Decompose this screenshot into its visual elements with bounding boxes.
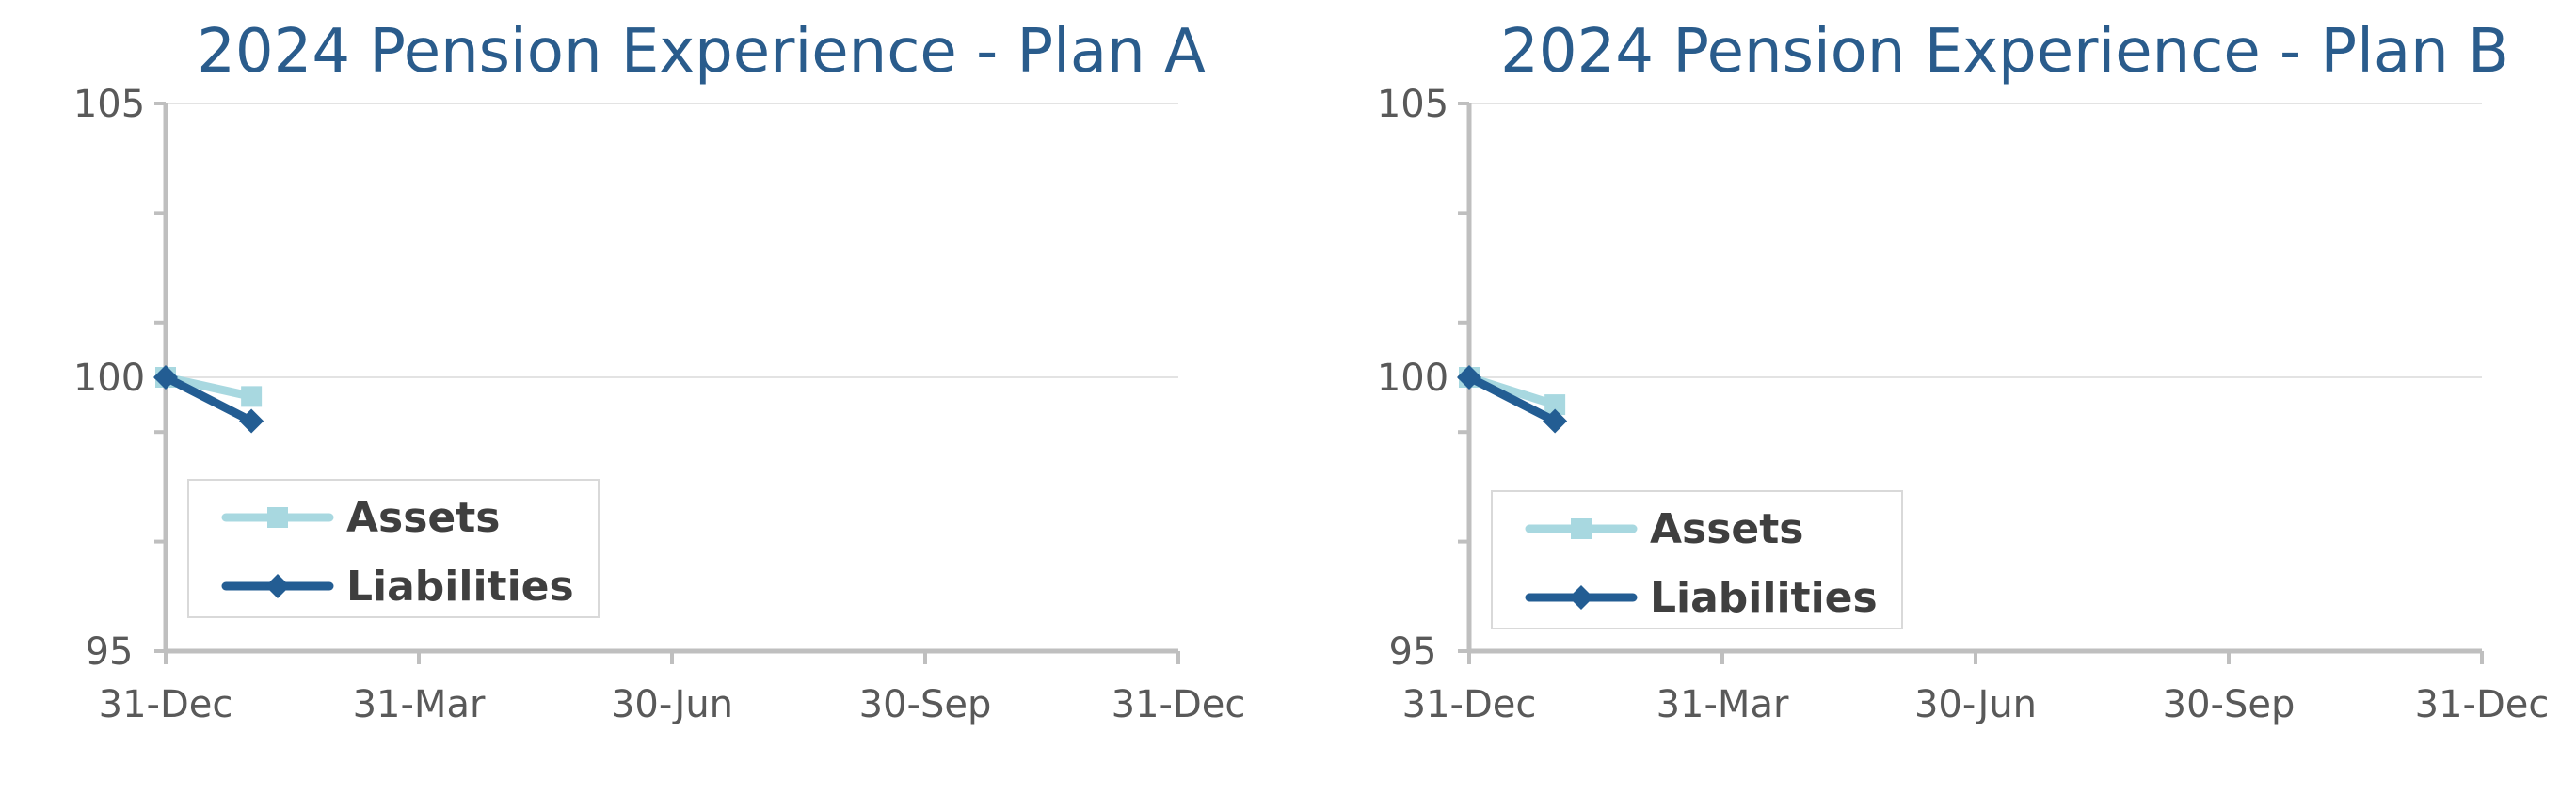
data-point-assets <box>1544 394 1566 416</box>
chart-title: 2024 Pension Experience - Plan B <box>1500 17 2509 87</box>
chart-plan-a: 2024 Pension Experience - Plan A 95 100 105… <box>73 17 1246 726</box>
x-tick-label: 31-Dec <box>1112 683 1246 726</box>
data-point-liabilities <box>1457 365 1481 390</box>
x-tick-label: 30-Sep <box>2163 683 2296 726</box>
legend-marker-assets <box>1571 518 1592 539</box>
y-tick-label: 105 <box>1377 83 1448 126</box>
chart-plan-b-svg: 2024 Pension Experience - Plan B 95 100 105… <box>1377 17 2550 726</box>
legend-label-assets: Assets <box>346 494 501 542</box>
x-tick-label: 30-Sep <box>859 683 992 726</box>
x-tick-label: 30-Jun <box>611 683 733 726</box>
legend-label-liabilities: Liabilities <box>346 563 574 611</box>
y-tick-label: 105 <box>73 83 145 126</box>
y-tick-label: 95 <box>1389 630 1437 674</box>
legend-marker-liabilities <box>1569 585 1593 610</box>
chart-title: 2024 Pension Experience - Plan A <box>197 17 1206 87</box>
legend-marker-liabilities <box>265 574 290 598</box>
x-tick-label: 31-Dec <box>2415 683 2550 726</box>
y-tick-label: 95 <box>86 630 134 674</box>
x-tick-label: 31-Dec <box>99 683 233 726</box>
data-point-liabilities <box>153 365 178 390</box>
y-tick-label: 100 <box>73 357 145 400</box>
data-point-liabilities <box>239 408 264 434</box>
x-tick-label: 30-Jun <box>1914 683 2037 726</box>
x-tick-label: 31-Dec <box>1402 683 1537 726</box>
x-tick-label: 31-Mar <box>353 683 486 726</box>
y-tick-label: 100 <box>1377 357 1448 400</box>
series-line-liabilities <box>161 373 256 426</box>
legend-label-liabilities: Liabilities <box>1650 574 1878 622</box>
chart-plan-a-svg: 2024 Pension Experience - Plan A 95 100 105… <box>73 17 1246 726</box>
chart-plan-b: 2024 Pension Experience - Plan B 95 100 105… <box>1304 0 2576 796</box>
data-point-liabilities <box>1543 408 1568 434</box>
x-tick-label: 31-Mar <box>1656 683 1789 726</box>
legend-marker-assets <box>267 507 288 528</box>
legend-label-assets: Assets <box>1650 505 1804 553</box>
data-point-assets <box>241 386 263 407</box>
series-line-liabilities <box>1464 373 1560 426</box>
legend-box <box>187 479 600 618</box>
legend-box <box>1491 490 1903 629</box>
